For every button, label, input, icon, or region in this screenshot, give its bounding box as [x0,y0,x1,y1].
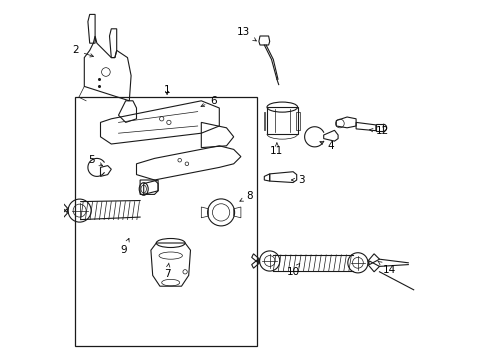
Text: 12: 12 [369,126,388,136]
Text: 4: 4 [319,141,333,151]
Text: 6: 6 [201,96,217,107]
Text: 7: 7 [163,263,170,279]
Text: 1: 1 [163,85,170,95]
Text: 10: 10 [286,264,299,277]
Text: 8: 8 [240,191,252,201]
Text: 3: 3 [291,175,305,185]
Text: 9: 9 [121,238,129,255]
Bar [75,97,257,346]
Text: 2: 2 [72,45,93,57]
Text: 14: 14 [377,261,396,275]
Text: 11: 11 [270,143,283,156]
Text: 5: 5 [88,155,102,166]
Text: 13: 13 [236,27,256,41]
